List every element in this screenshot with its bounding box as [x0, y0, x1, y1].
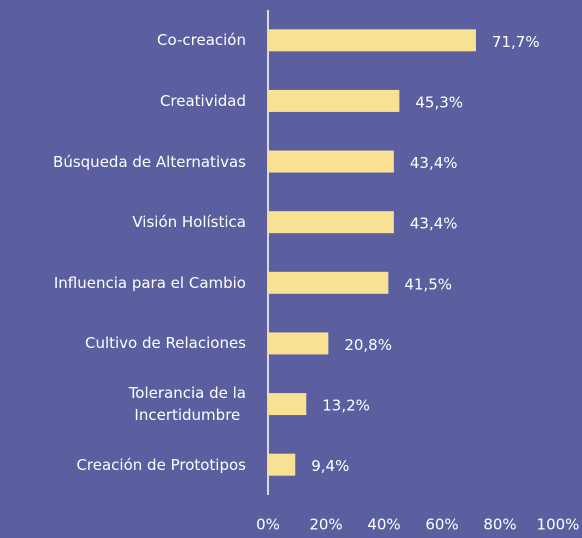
- category-label: Creatividad: [159, 91, 246, 110]
- value-label: 71,7%: [492, 33, 540, 51]
- bar: [268, 393, 307, 416]
- category-label: Cultivo de Relaciones: [84, 334, 246, 353]
- bar: [268, 89, 400, 112]
- bar: [268, 211, 394, 234]
- value-label: 45,3%: [415, 93, 463, 111]
- category-label: Tolerancia de la Incertidumbre: [128, 384, 246, 425]
- value-label: 43,4%: [410, 215, 458, 233]
- x-tick-label: 60%: [425, 516, 458, 534]
- x-tick-label: 0%: [256, 516, 280, 534]
- category-label: Creación de Prototipos: [76, 455, 246, 474]
- bar: [268, 332, 329, 355]
- category-label: Influencia para el Cambio: [53, 273, 246, 292]
- value-label: 41,5%: [404, 275, 452, 293]
- x-tick-label: 20%: [309, 516, 342, 534]
- category-label: Búsqueda de Alternativas: [53, 152, 246, 171]
- x-tick-label: 40%: [367, 516, 400, 534]
- bar: [268, 271, 389, 294]
- x-tick-label: 80%: [483, 516, 516, 534]
- value-label: 20,8%: [344, 336, 392, 354]
- value-label: 13,2%: [322, 397, 370, 415]
- bar: [268, 453, 296, 476]
- value-label: 9,4%: [311, 457, 349, 475]
- value-label: 43,4%: [410, 154, 458, 172]
- category-label: Visión Holística: [132, 213, 246, 232]
- category-label: Co-creación: [157, 31, 246, 50]
- x-tick-label: 100%: [537, 516, 580, 534]
- bar: [268, 29, 476, 52]
- bar: [268, 150, 394, 173]
